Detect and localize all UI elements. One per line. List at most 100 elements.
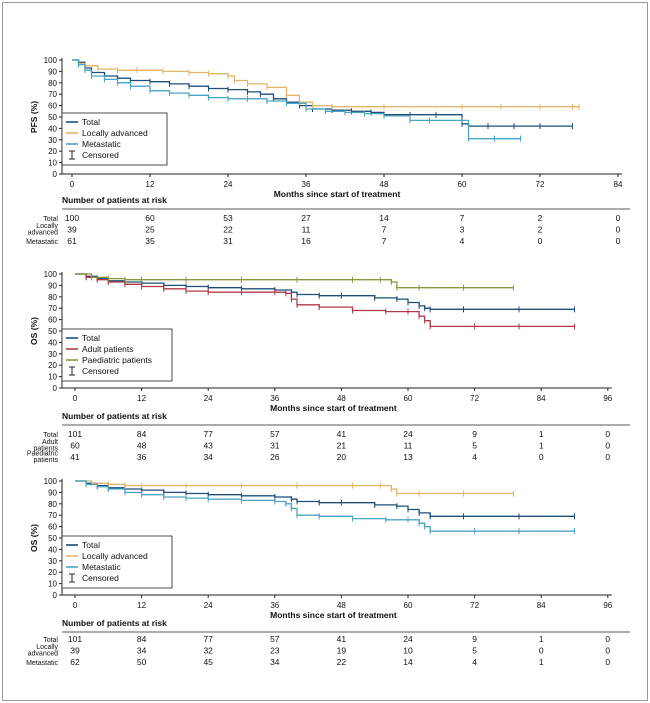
risk-count: 26 (270, 452, 280, 462)
risk-count: 41 (337, 429, 347, 439)
y-tick-label: 50 (48, 327, 57, 336)
risk-count: 0 (616, 225, 621, 235)
risk-count: 2 (538, 213, 543, 223)
risk-count: 0 (605, 657, 610, 667)
risk-count: 9 (472, 429, 477, 439)
y-tick-label: 30 (48, 136, 57, 145)
risk-row-label: Total (43, 637, 58, 644)
y-tick-label: 20 (48, 147, 57, 156)
km-curve-metastatic (75, 480, 575, 532)
x-tick-label: 12 (146, 180, 155, 189)
y-tick-label: 40 (48, 545, 57, 554)
y-tick-label: 50 (48, 534, 57, 543)
risk-count: 34 (203, 452, 213, 462)
y-tick-label: 100 (44, 56, 58, 65)
legend-box (61, 112, 168, 166)
y-axis-title: PFS (%) (29, 101, 39, 133)
y-tick-label: 80 (48, 293, 57, 302)
risk-count: 25 (145, 225, 155, 235)
risk-row-label: Metastatic (26, 660, 58, 667)
y-tick-label: 100 (44, 477, 58, 486)
risk-count: 43 (203, 441, 213, 451)
risk-count: 84 (137, 634, 147, 644)
x-tick-label: 96 (603, 601, 612, 610)
y-tick-label: 0 (53, 591, 58, 600)
x-axis-title: Months since start of treatment (270, 610, 397, 620)
risk-row-label: patients (33, 446, 58, 453)
risk-count: 45 (203, 657, 213, 667)
x-tick-label: 72 (536, 180, 545, 189)
risk-count: 41 (70, 452, 80, 462)
censored-symbol-icon (69, 573, 75, 583)
y-tick-label: 90 (48, 281, 57, 290)
y-tick-label: 30 (48, 557, 57, 566)
x-tick-label: 36 (302, 180, 311, 189)
risk-count: 2 (538, 225, 543, 235)
x-tick-label: 60 (458, 180, 467, 189)
y-tick-label: 60 (48, 523, 57, 532)
risk-row-label: Paediatric (27, 451, 59, 458)
legend-label-paediatric-patients: Paediatric patients (82, 355, 152, 365)
risk-count: 0 (616, 236, 621, 246)
x-tick-label: 36 (270, 601, 279, 610)
y-tick-label: 0 (53, 170, 58, 179)
legend-box (61, 328, 173, 382)
risk-count: 7 (382, 225, 387, 235)
risk-count: 35 (145, 236, 155, 246)
risk-row-label: Locally (36, 644, 58, 651)
x-tick-label: 0 (73, 394, 78, 403)
risk-count: 0 (605, 646, 610, 656)
y-axis-title: OS (%) (29, 524, 39, 552)
risk-row-label: Adult (42, 439, 58, 446)
risk-count: 34 (137, 646, 147, 656)
risk-count: 14 (379, 213, 389, 223)
x-tick-label: 36 (270, 394, 279, 403)
legend-label-metastatic: Metastatic (82, 562, 121, 572)
risk-count: 1 (539, 429, 544, 439)
y-axis-title: OS (%) (29, 317, 39, 345)
risk-count: 20 (337, 452, 347, 462)
y-tick-label: 90 (48, 488, 57, 497)
legend-label-locally-advanced: Locally advanced (82, 551, 148, 561)
y-tick-label: 90 (48, 67, 57, 76)
legend-label-censored: Censored (82, 150, 119, 160)
risk-row-label: Total (43, 432, 58, 439)
risk-count: 60 (145, 213, 155, 223)
risk-count: 3 (460, 225, 465, 235)
x-tick-label: 12 (137, 601, 146, 610)
risk-count: 32 (203, 646, 213, 656)
x-tick-label: 60 (404, 601, 413, 610)
x-tick-label: 60 (404, 394, 413, 403)
risk-count: 4 (460, 236, 465, 246)
legend-label-censored: Censored (82, 573, 119, 583)
risk-count: 4 (472, 452, 477, 462)
risk-row-label: Metastatic (26, 239, 58, 246)
risk-count: 22 (223, 225, 233, 235)
risk-count: 34 (270, 657, 280, 667)
risk-count: 5 (472, 646, 477, 656)
risk-row-label: advanced (28, 651, 58, 658)
risk-count: 77 (203, 634, 213, 644)
risk-count: 13 (403, 452, 413, 462)
risk-count: 100 (65, 213, 79, 223)
x-tick-label: 96 (603, 394, 612, 403)
risk-count: 4 (472, 657, 477, 667)
risk-count: 31 (223, 236, 233, 246)
risk-count: 61 (67, 236, 77, 246)
y-tick-label: 40 (48, 124, 57, 133)
legend-box (61, 535, 173, 589)
y-tick-label: 10 (48, 580, 57, 589)
y-tick-label: 20 (48, 568, 57, 577)
risk-count: 5 (472, 441, 477, 451)
risk-row-label: Total (43, 216, 58, 223)
risk-table-title: Number of patients at risk (62, 618, 167, 628)
km-curve-locally-advanced (75, 480, 514, 495)
risk-count: 0 (539, 646, 544, 656)
